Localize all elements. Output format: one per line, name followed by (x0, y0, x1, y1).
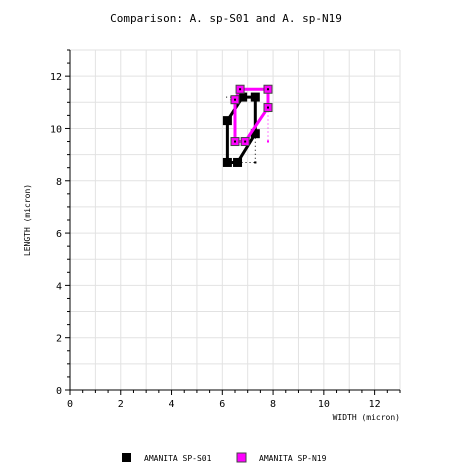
legend-swatch (236, 452, 247, 463)
data-point-center (234, 98, 236, 101)
data-point (250, 92, 260, 102)
y-tick-label: 4 (56, 281, 62, 292)
y-tick-label: 2 (56, 334, 62, 345)
data-point (233, 157, 243, 167)
data-point (238, 92, 248, 102)
y-tick-label: 12 (50, 72, 62, 83)
series-whisker-end (254, 161, 257, 164)
data-point (222, 157, 232, 167)
x-tick-label: 0 (67, 399, 73, 410)
x-tick-label: 12 (369, 399, 381, 410)
y-tick-label: 10 (50, 124, 62, 135)
x-tick-label: 2 (118, 399, 124, 410)
y-tick-label: 0 (56, 386, 62, 397)
legend-label: AMANITA SP-N19 (259, 454, 327, 463)
data-point-center (234, 140, 236, 143)
x-tick-label: 8 (270, 399, 276, 410)
x-tick-label: 6 (219, 399, 225, 410)
x-tick-label: 4 (169, 399, 175, 410)
data-point (250, 129, 260, 139)
data-point (222, 116, 232, 126)
x-tick-label: 10 (318, 399, 330, 410)
data-point-center (267, 88, 269, 91)
y-axis-label: LENGTH (micron) (23, 184, 32, 256)
legend: AMANITA SP-S01 AMANITA SP-N19 (122, 452, 327, 463)
chart-title: Comparison: A. sp-S01 and A. sp-N19 (110, 12, 342, 25)
plot-area: 0 2 4 6 8 10 12 0 2 4 6 8 10 12 (50, 49, 401, 410)
data-point-center (239, 88, 242, 91)
data-point-center (244, 140, 247, 143)
series-whisker-end (267, 140, 269, 143)
y-tick-label: 6 (56, 229, 62, 240)
x-axis-label: WIDTH (micron) (333, 413, 400, 422)
y-tick-label: 8 (56, 177, 62, 188)
legend-label: AMANITA SP-S01 (144, 454, 212, 463)
data-point-center (267, 106, 269, 109)
legend-swatch (122, 453, 131, 462)
